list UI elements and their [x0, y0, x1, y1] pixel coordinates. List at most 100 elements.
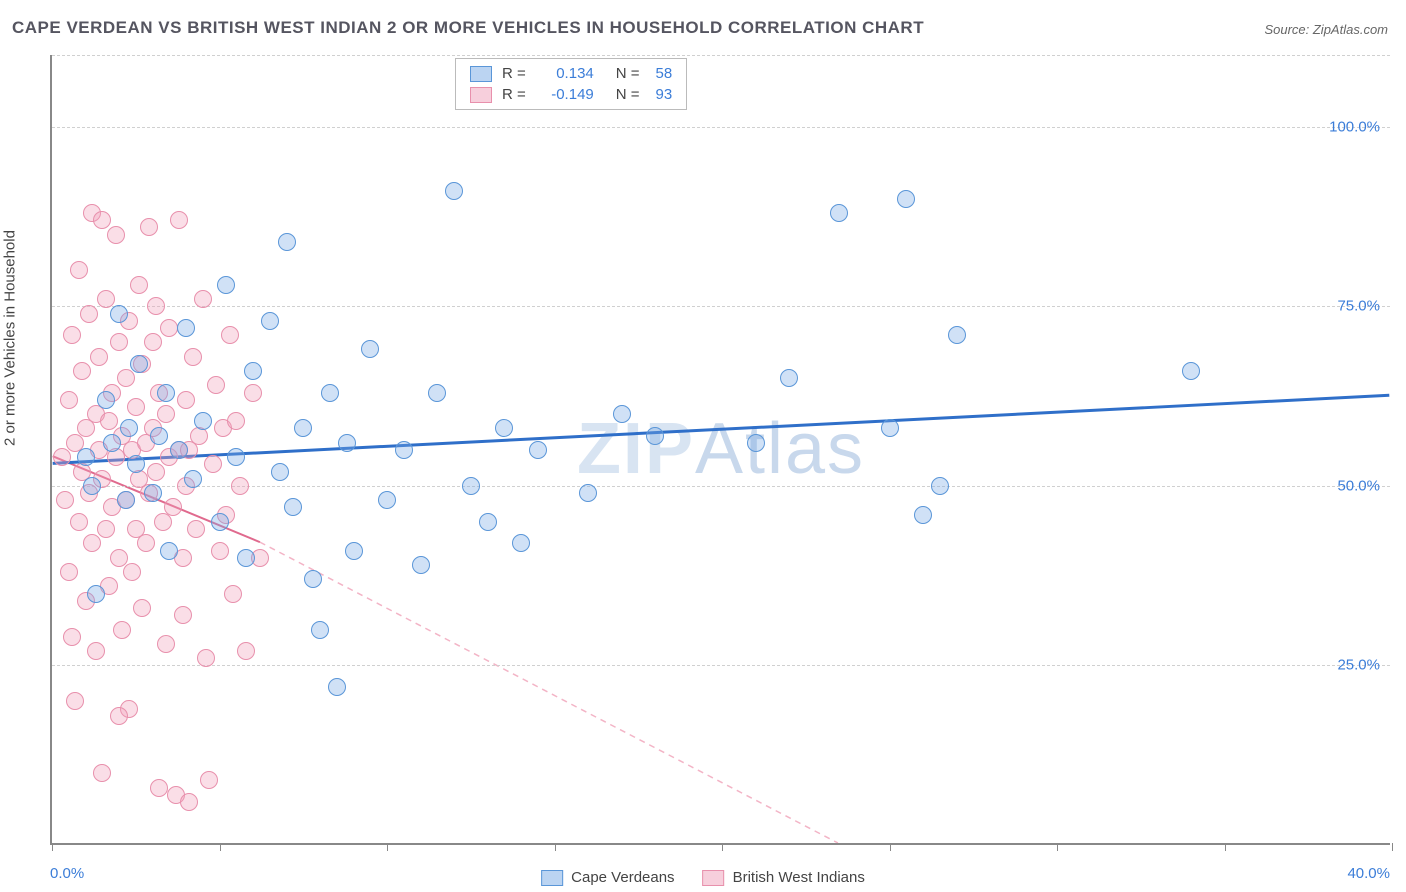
- gridline: [52, 127, 1390, 128]
- scatter-point-blue: [211, 513, 229, 531]
- scatter-point-blue: [830, 204, 848, 222]
- gridline: [52, 486, 1390, 487]
- scatter-point-pink: [174, 606, 192, 624]
- n-value-pink: 93: [656, 86, 673, 103]
- n-value-blue: 58: [656, 65, 673, 82]
- scatter-point-pink: [107, 226, 125, 244]
- scatter-point-pink: [237, 642, 255, 660]
- scatter-point-pink: [60, 391, 78, 409]
- x-tick: [387, 843, 388, 851]
- source-attribution: Source: ZipAtlas.com: [1264, 22, 1388, 37]
- watermark-zip: ZIP: [577, 409, 695, 489]
- scatter-point-blue: [144, 484, 162, 502]
- scatter-point-pink: [60, 563, 78, 581]
- scatter-point-pink: [93, 211, 111, 229]
- series-label-blue: Cape Verdeans: [571, 869, 674, 886]
- scatter-point-blue: [103, 434, 121, 452]
- scatter-point-pink: [137, 534, 155, 552]
- gridline: [52, 55, 1390, 56]
- scatter-point-pink: [110, 707, 128, 725]
- scatter-point-pink: [144, 333, 162, 351]
- scatter-point-blue: [217, 276, 235, 294]
- scatter-point-blue: [897, 190, 915, 208]
- swatch-blue-icon: [470, 66, 492, 82]
- scatter-point-blue: [479, 513, 497, 531]
- scatter-point-blue: [97, 391, 115, 409]
- scatter-point-pink: [63, 326, 81, 344]
- scatter-point-pink: [221, 326, 239, 344]
- scatter-point-blue: [378, 491, 396, 509]
- scatter-point-blue: [747, 434, 765, 452]
- scatter-point-blue: [130, 355, 148, 373]
- scatter-point-pink: [197, 649, 215, 667]
- gridline: [52, 665, 1390, 666]
- scatter-point-pink: [207, 376, 225, 394]
- chart-container: CAPE VERDEAN VS BRITISH WEST INDIAN 2 OR…: [0, 0, 1406, 892]
- scatter-point-pink: [117, 369, 135, 387]
- x-tick: [1057, 843, 1058, 851]
- x-tick: [555, 843, 556, 851]
- trend-lines-svg: [52, 55, 1390, 843]
- scatter-point-pink: [194, 290, 212, 308]
- y-tick-label: 75.0%: [1337, 298, 1380, 315]
- scatter-point-pink: [130, 276, 148, 294]
- scatter-point-pink: [127, 398, 145, 416]
- scatter-point-pink: [56, 491, 74, 509]
- scatter-point-blue: [646, 427, 664, 445]
- y-axis-title: 2 or more Vehicles in Household: [2, 230, 19, 446]
- swatch-pink-icon: [703, 870, 725, 886]
- scatter-point-blue: [395, 441, 413, 459]
- correlation-row-blue: R = 0.134 N = 58: [456, 63, 686, 84]
- scatter-point-blue: [321, 384, 339, 402]
- scatter-point-pink: [150, 779, 168, 797]
- r-value-pink: -0.149: [536, 86, 594, 103]
- scatter-point-pink: [177, 391, 195, 409]
- scatter-point-pink: [227, 412, 245, 430]
- scatter-point-blue: [345, 542, 363, 560]
- scatter-point-pink: [83, 534, 101, 552]
- swatch-pink-icon: [470, 87, 492, 103]
- scatter-point-pink: [113, 621, 131, 639]
- r-value-blue: 0.134: [536, 65, 594, 82]
- x-axis-max-label: 40.0%: [1347, 865, 1390, 882]
- scatter-point-pink: [170, 211, 188, 229]
- r-label: R =: [502, 86, 526, 103]
- scatter-point-pink: [70, 513, 88, 531]
- correlation-legend: R = 0.134 N = 58 R = -0.149 N = 93: [455, 58, 687, 110]
- scatter-point-blue: [261, 312, 279, 330]
- scatter-point-pink: [157, 635, 175, 653]
- scatter-point-blue: [157, 384, 175, 402]
- scatter-point-blue: [271, 463, 289, 481]
- scatter-point-blue: [284, 498, 302, 516]
- x-tick: [220, 843, 221, 851]
- chart-title: CAPE VERDEAN VS BRITISH WEST INDIAN 2 OR…: [12, 18, 924, 38]
- scatter-point-blue: [77, 448, 95, 466]
- scatter-point-blue: [177, 319, 195, 337]
- scatter-point-pink: [97, 520, 115, 538]
- series-legend: Cape Verdeans British West Indians: [541, 869, 865, 886]
- scatter-point-pink: [180, 793, 198, 811]
- scatter-point-blue: [304, 570, 322, 588]
- scatter-point-pink: [133, 599, 151, 617]
- scatter-point-blue: [278, 233, 296, 251]
- watermark-atlas: Atlas: [695, 409, 865, 489]
- scatter-point-blue: [184, 470, 202, 488]
- scatter-point-pink: [187, 520, 205, 538]
- scatter-point-pink: [140, 218, 158, 236]
- x-axis-min-label: 0.0%: [50, 865, 84, 882]
- scatter-point-blue: [170, 441, 188, 459]
- scatter-point-blue: [338, 434, 356, 452]
- scatter-point-blue: [120, 419, 138, 437]
- gridline: [52, 306, 1390, 307]
- scatter-point-pink: [123, 563, 141, 581]
- scatter-point-blue: [110, 305, 128, 323]
- plot-area: ZIPAtlas 25.0%50.0%75.0%100.0%: [50, 55, 1390, 845]
- scatter-point-blue: [160, 542, 178, 560]
- scatter-point-blue: [462, 477, 480, 495]
- swatch-blue-icon: [541, 870, 563, 886]
- scatter-point-blue: [1182, 362, 1200, 380]
- series-item-pink: British West Indians: [703, 869, 865, 886]
- scatter-point-blue: [237, 549, 255, 567]
- scatter-point-pink: [53, 448, 71, 466]
- scatter-point-blue: [412, 556, 430, 574]
